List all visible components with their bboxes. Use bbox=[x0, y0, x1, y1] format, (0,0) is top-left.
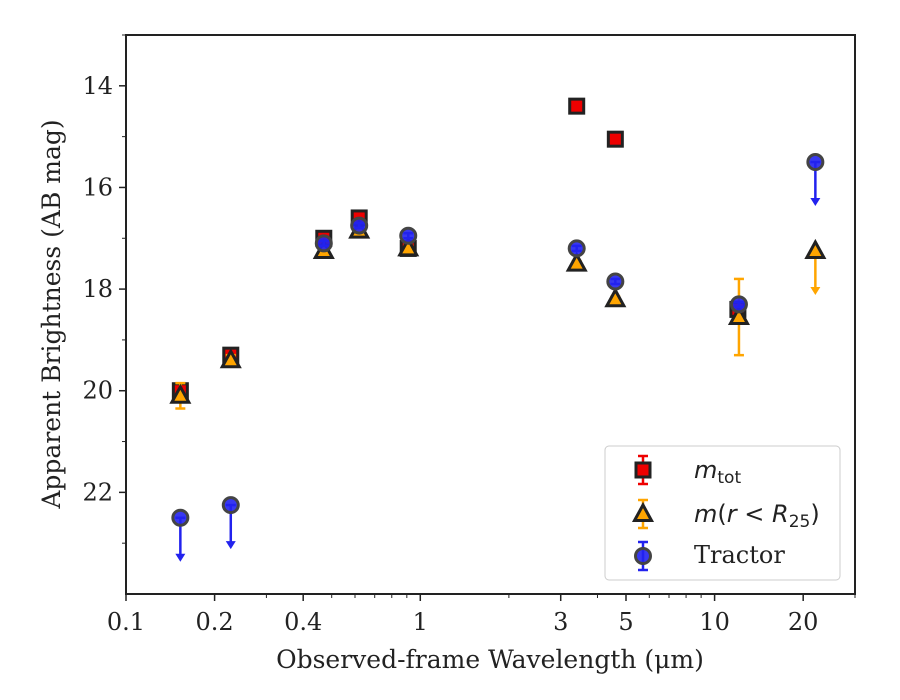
legend-mr25-lt: < bbox=[737, 500, 772, 528]
legend-mr25-paren-close: ) bbox=[810, 500, 819, 528]
y-axis-label: Apparent Brightness (AB mag) bbox=[37, 119, 66, 509]
tractor-point-2 bbox=[314, 234, 333, 253]
tractor-point-8-limit-head bbox=[810, 198, 821, 207]
y-tick-label-4: 22 bbox=[82, 478, 113, 506]
y-tick-label-0: 14 bbox=[82, 72, 113, 100]
axis-ticks: 0.1 0.2 0.4 1 3 5 10 20 14 16 18 20 22 bbox=[82, 34, 856, 636]
legend-mr25-r: r bbox=[727, 500, 739, 528]
legend-label-tractor: Tractor bbox=[694, 541, 785, 569]
mr25-point-0 bbox=[169, 383, 192, 404]
legend-swatches bbox=[631, 454, 655, 572]
tractor-point-5 bbox=[567, 239, 586, 258]
legend-mr25-sub: 25 bbox=[789, 512, 811, 532]
mr25-point-5 bbox=[565, 251, 588, 272]
x-tick-label-0: 0.1 bbox=[107, 608, 145, 636]
x-axis-label: Observed-frame Wavelength (μm) bbox=[276, 645, 704, 674]
tractor-point-8 bbox=[806, 153, 825, 172]
tractor-point-1 bbox=[221, 496, 240, 515]
y-tick-label-1: 16 bbox=[82, 173, 113, 201]
x-tick-label-2: 0.4 bbox=[284, 608, 322, 636]
x-tick-label-5: 5 bbox=[618, 608, 633, 636]
tractor-point-4 bbox=[399, 226, 418, 245]
x-tick-label-3: 1 bbox=[413, 608, 428, 636]
tractor-point-0 bbox=[171, 508, 190, 527]
tractor-point-1-limit-head bbox=[225, 541, 236, 550]
y-tick-label-2: 18 bbox=[82, 275, 113, 303]
legend-swatch-tractor bbox=[634, 547, 652, 565]
x-tick-label-6: 10 bbox=[699, 608, 730, 636]
y-tick-label-3: 20 bbox=[82, 377, 113, 405]
tractor-point-7 bbox=[729, 295, 748, 314]
series-mtot bbox=[171, 97, 747, 400]
legend-swatch-mr25 bbox=[631, 501, 655, 522]
legend-mr25-R: R bbox=[772, 500, 789, 528]
tractor-point-0-limit-head bbox=[175, 553, 186, 562]
legend-swatch-mtot bbox=[634, 461, 652, 479]
mr25-point-1 bbox=[219, 348, 242, 369]
x-tick-label-4: 3 bbox=[553, 608, 568, 636]
series-tractor bbox=[171, 153, 825, 562]
tractor-point-6 bbox=[606, 272, 625, 291]
legend-mr25-paren-open: ( bbox=[717, 500, 726, 528]
legend-label-mtot: mtot bbox=[694, 456, 741, 488]
series-mr25 bbox=[169, 218, 827, 410]
legend-mtot-main: m bbox=[694, 456, 717, 484]
legend: mtot m(r < R25) Tractor bbox=[604, 445, 841, 581]
legend-label-mr25: m(r < R25) bbox=[694, 500, 820, 532]
plot-frame bbox=[125, 34, 856, 595]
tractor-point-3 bbox=[350, 216, 369, 235]
mr25-point-7 bbox=[727, 304, 750, 326]
x-tick-label-1: 0.2 bbox=[196, 608, 234, 636]
legend-mr25-main: m bbox=[694, 500, 717, 528]
plot-marks bbox=[169, 97, 827, 562]
mr25-point-4 bbox=[397, 236, 420, 257]
x-tick-label-7: 20 bbox=[788, 608, 819, 636]
mr25-point-8 bbox=[804, 238, 827, 259]
mr25-point-6 bbox=[604, 287, 627, 308]
legend-box bbox=[604, 445, 841, 581]
mtot-point-6 bbox=[606, 130, 624, 148]
mtot-point-5 bbox=[568, 97, 586, 115]
legend-mtot-sub: tot bbox=[717, 468, 741, 488]
mr25-point-8-limit-head bbox=[810, 286, 821, 295]
